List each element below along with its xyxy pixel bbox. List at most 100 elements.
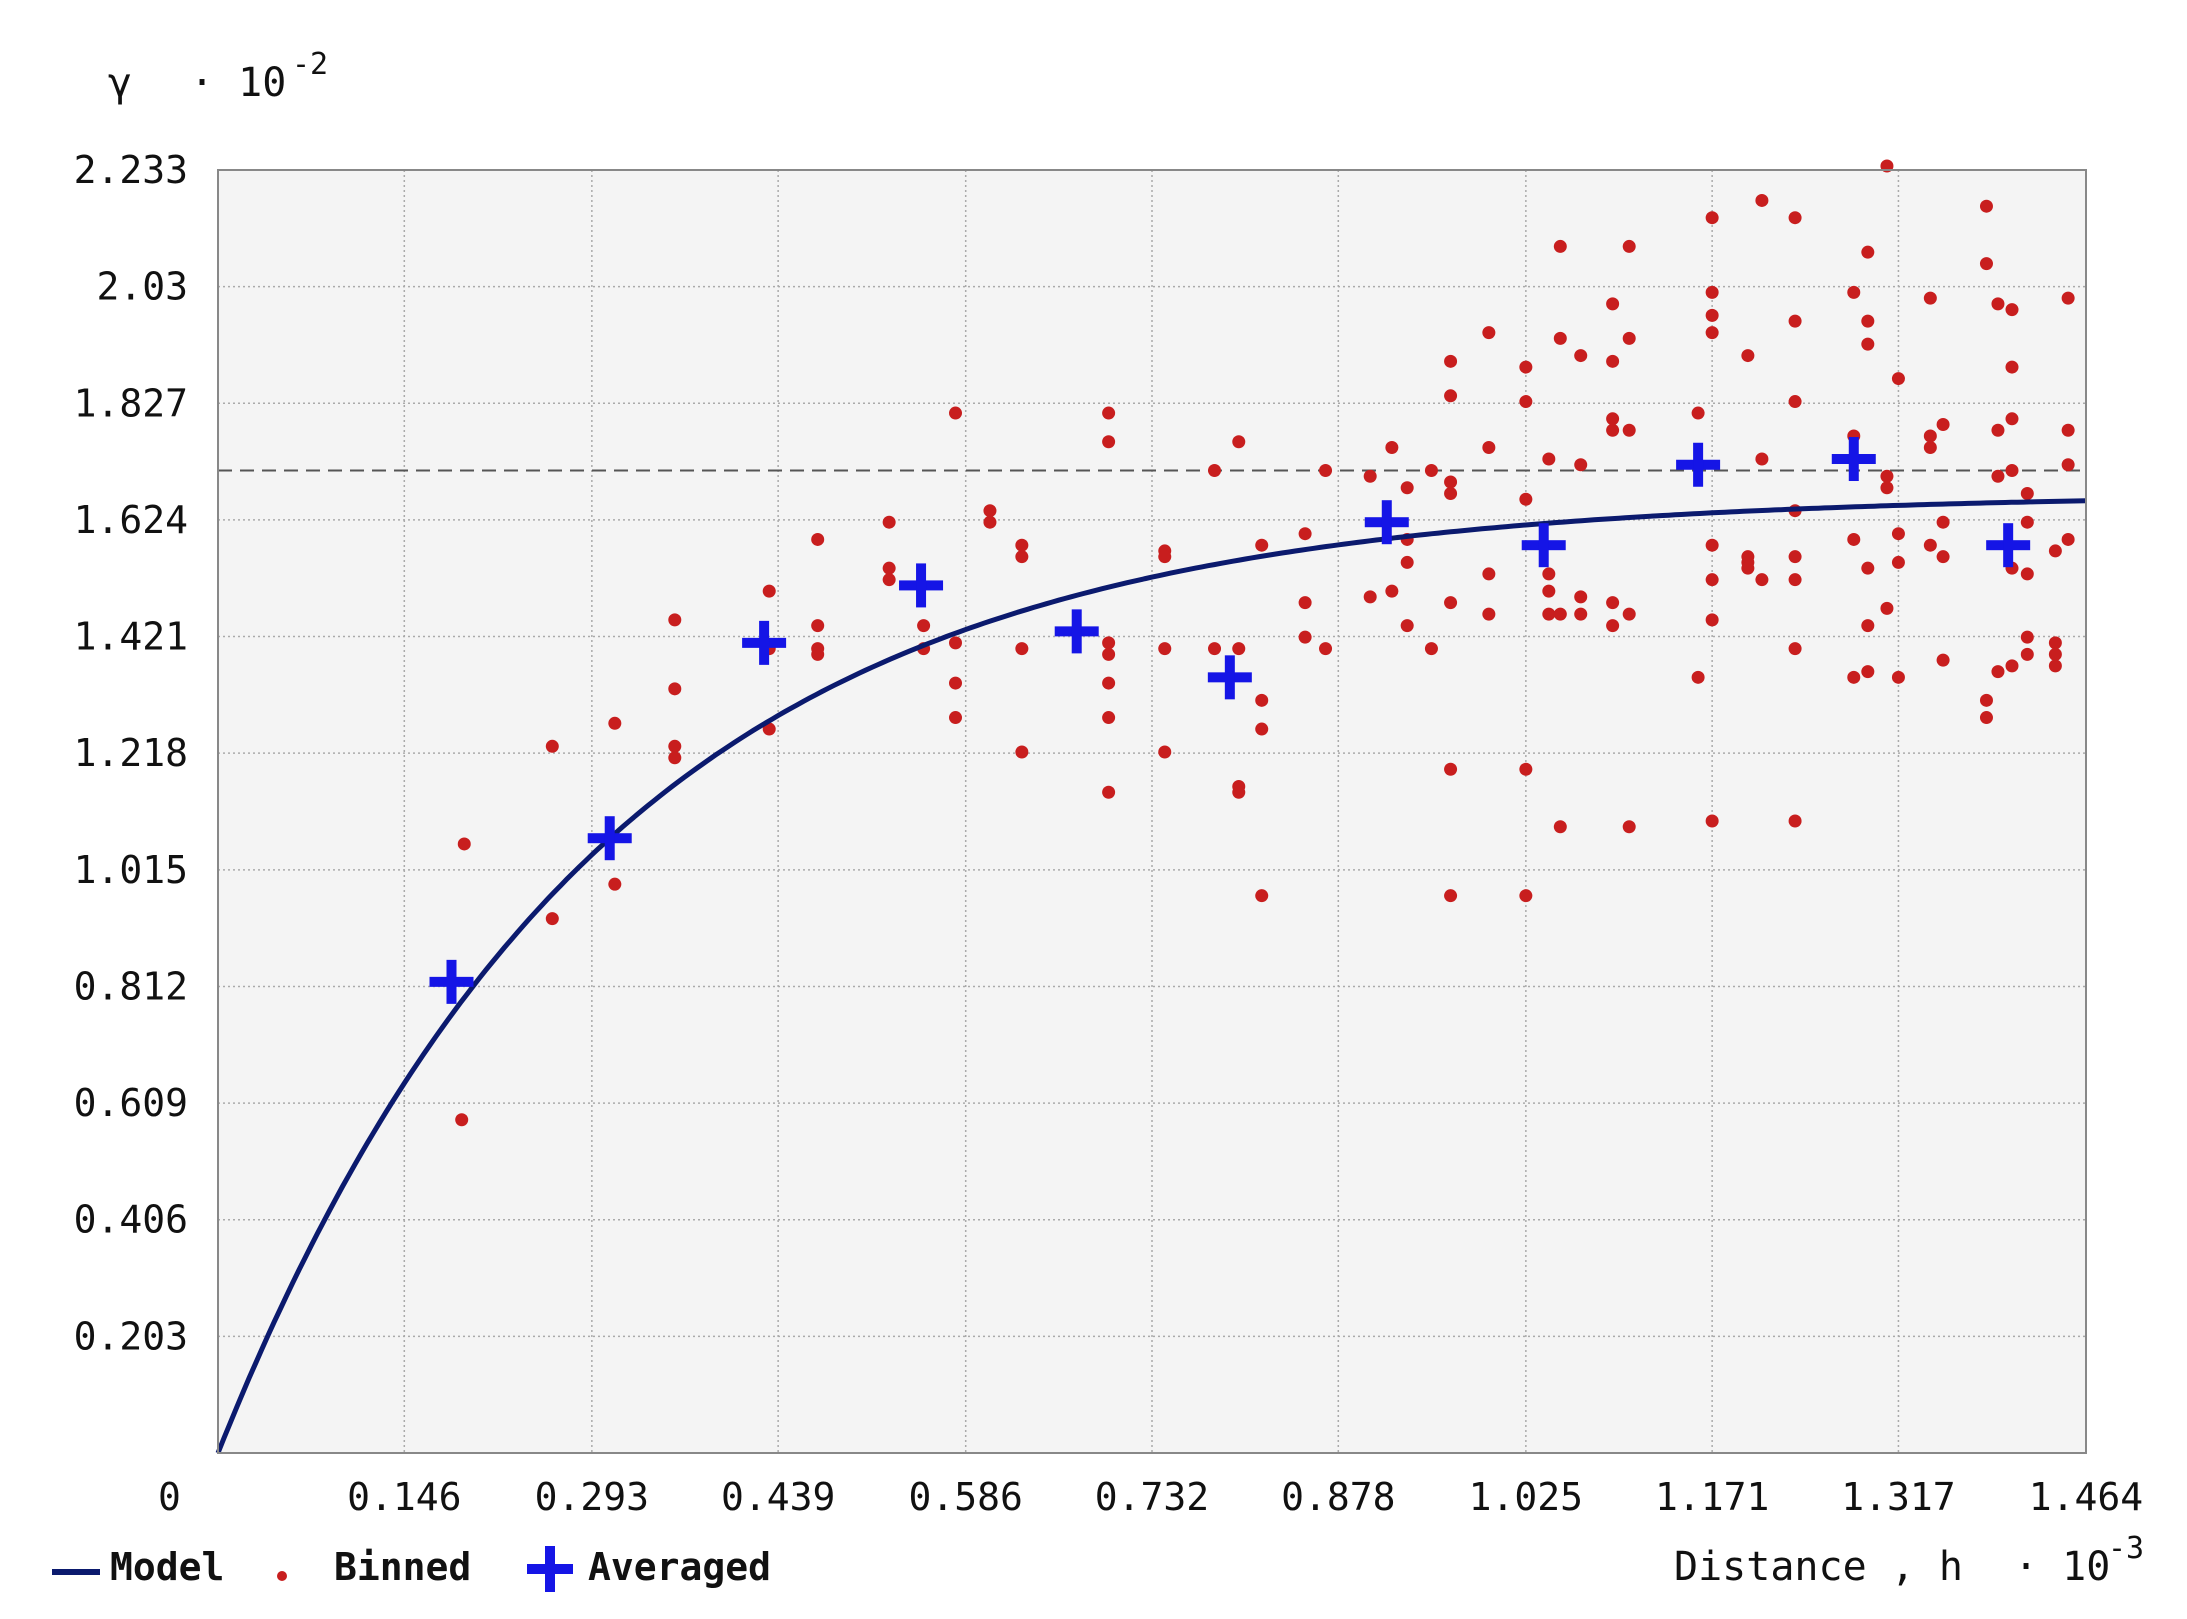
binned-point xyxy=(2020,486,2034,500)
binned-point xyxy=(1705,613,1719,627)
binned-point xyxy=(1606,354,1620,368)
averaged-point xyxy=(429,959,474,1004)
binned-point xyxy=(1705,538,1719,552)
binned-point xyxy=(1847,285,1861,299)
binned-point xyxy=(1232,435,1246,449)
binned-point xyxy=(2005,463,2019,477)
binned-point xyxy=(1519,395,1533,409)
binned-point xyxy=(1385,584,1399,598)
binned-point xyxy=(1880,601,1894,615)
x-axis-title: Distance , h · 10 -3 xyxy=(1674,1531,2144,1590)
y-tick-label: 2.03 xyxy=(96,265,188,309)
binned-point xyxy=(1622,423,1636,437)
binned-point xyxy=(1319,642,1333,656)
binned-point xyxy=(1606,412,1620,426)
binned-point xyxy=(1255,722,1269,736)
binned-point xyxy=(1400,555,1414,569)
binned-point xyxy=(1691,670,1705,684)
binned-point xyxy=(1880,481,1894,495)
averaged-point xyxy=(1054,609,1099,654)
binned-point xyxy=(668,739,682,753)
binned-point xyxy=(1606,297,1620,311)
binned-point xyxy=(1553,331,1567,345)
binned-point xyxy=(1936,418,1950,432)
binned-point xyxy=(1979,257,1993,271)
y-tick-label: 0.406 xyxy=(74,1198,188,1242)
binned-point xyxy=(1991,469,2005,483)
binned-point xyxy=(1574,607,1588,621)
binned-point xyxy=(1542,607,1556,621)
x-tick-label: 0.586 xyxy=(909,1475,1023,1519)
binned-point xyxy=(1691,406,1705,420)
binned-point xyxy=(1705,308,1719,322)
binned-point xyxy=(1574,590,1588,604)
binned-point xyxy=(2061,458,2075,472)
binned-point xyxy=(1208,463,1222,477)
binned-point xyxy=(1861,245,1875,259)
binned-point xyxy=(457,837,471,851)
binned-point xyxy=(1861,337,1875,351)
x-tick-label: 1.464 xyxy=(2029,1475,2143,1519)
binned-point xyxy=(811,647,825,661)
binned-point xyxy=(1424,642,1438,656)
legend-binned-swatch xyxy=(277,1571,287,1581)
binned-point xyxy=(1741,561,1755,575)
y-tick-label: 1.421 xyxy=(74,615,188,659)
binned-point xyxy=(1102,785,1116,799)
binned-point xyxy=(983,515,997,529)
binned-point xyxy=(1622,331,1636,345)
binned-point xyxy=(1542,452,1556,466)
binned-point xyxy=(1255,538,1269,552)
binned-point xyxy=(1158,745,1172,759)
binned-point xyxy=(1788,814,1802,828)
binned-point xyxy=(1622,239,1636,253)
binned-point xyxy=(2061,291,2075,305)
binned-point xyxy=(1847,532,1861,546)
binned-point xyxy=(1102,636,1116,650)
binned-point xyxy=(1788,573,1802,587)
x-tick-label: 0.293 xyxy=(535,1475,649,1519)
binned-point xyxy=(1755,193,1769,207)
binned-point xyxy=(762,584,776,598)
binned-point xyxy=(1574,349,1588,363)
x-axis-label: Distance , h xyxy=(1674,1544,1963,1590)
averaged-point xyxy=(1676,442,1721,487)
binned-point xyxy=(1861,665,1875,679)
averaged-series xyxy=(429,437,2031,1004)
binned-point xyxy=(1542,567,1556,581)
binned-point xyxy=(1102,711,1116,725)
binned-point xyxy=(1979,711,1993,725)
binned-point xyxy=(949,636,963,650)
binned-point xyxy=(1861,561,1875,575)
binned-point xyxy=(1891,527,1905,541)
binned-point xyxy=(668,751,682,765)
binned-point xyxy=(1991,423,2005,437)
binned-point xyxy=(1444,889,1458,903)
binned-point xyxy=(1755,573,1769,587)
binned-point xyxy=(1705,285,1719,299)
binned-point xyxy=(545,912,559,926)
averaged-point xyxy=(1521,523,1566,568)
averaged-point xyxy=(587,816,632,861)
x-tick-label: 1.171 xyxy=(1655,1475,1769,1519)
binned-point xyxy=(1444,475,1458,489)
binned-point xyxy=(1102,676,1116,690)
binned-point xyxy=(1936,550,1950,564)
binned-point xyxy=(2061,532,2075,546)
binned-point xyxy=(1255,693,1269,707)
binned-point xyxy=(1847,670,1861,684)
binned-point xyxy=(1553,239,1567,253)
binned-point xyxy=(1705,211,1719,225)
averaged-point xyxy=(1364,500,1409,545)
binned-point xyxy=(668,613,682,627)
y-tick-label: 0.812 xyxy=(74,964,188,1008)
binned-point xyxy=(2005,303,2019,317)
legend-averaged-swatch xyxy=(527,1546,573,1592)
binned-point xyxy=(1936,515,1950,529)
binned-point xyxy=(2048,659,2062,673)
averaged-point xyxy=(1986,523,2031,568)
binned-point xyxy=(1705,573,1719,587)
x-axis-exponent: -3 xyxy=(2108,1531,2144,1566)
binned-point xyxy=(1255,889,1269,903)
model-curve xyxy=(215,498,2087,1454)
